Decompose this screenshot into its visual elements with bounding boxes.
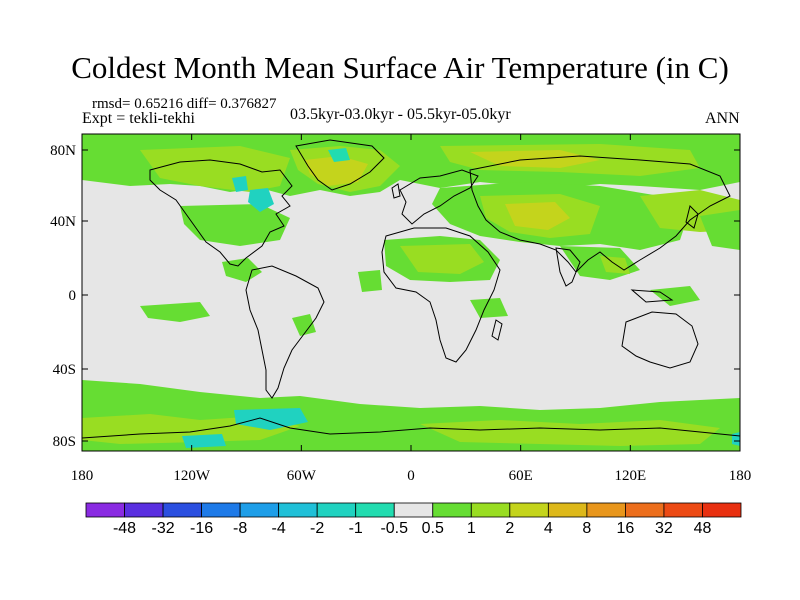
lat-tick-label: 40N (50, 214, 76, 230)
anomaly-region-antarctic-east (420, 420, 720, 446)
colorbar-swatch (85, 502, 125, 518)
colorbar-swatch (355, 502, 395, 518)
anomaly-region-east-edge (732, 432, 740, 446)
coastline-south-america (245, 265, 325, 399)
anomaly-region-greenland-coast (328, 148, 350, 162)
rmsd-diff-stats: rmsd= 0.65216 diff= 0.376827 (92, 96, 277, 112)
colorbar-label: -8 (233, 520, 247, 537)
lat-tick-label: 40S (53, 362, 76, 378)
coastline-madagascar (491, 319, 503, 341)
anomaly-region-baffin (232, 176, 248, 192)
colorbar-swatch (663, 502, 703, 518)
colorbar-label: 48 (694, 520, 712, 537)
colorbar-swatch (470, 502, 511, 518)
lon-tick-label: 60W (287, 468, 317, 484)
colorbar-swatch (547, 502, 588, 518)
anomaly-region-weddell (182, 434, 226, 448)
anomaly-region-greenland-core (305, 156, 368, 186)
latitude-axis: 80N 40N 0 40S 80S (50, 143, 740, 450)
anomaly-shading (82, 134, 740, 451)
coastline-indonesia (630, 289, 674, 303)
colorbar-swatch (201, 502, 241, 518)
lon-tick-label: 0 (407, 468, 415, 484)
coastline-antarctica (81, 417, 741, 439)
anomaly-region-indian-ocean (470, 298, 508, 318)
lon-tick-label: 180 (71, 468, 94, 484)
lat-tick-label: 80S (53, 434, 76, 450)
coastline-british-isles (391, 183, 401, 199)
colorbar-swatch (702, 502, 742, 518)
coastline-africa (381, 227, 501, 363)
coastline-europe (399, 169, 479, 225)
anomaly-region-canada (140, 146, 290, 192)
lat-tick-label: 0 (69, 288, 77, 304)
colorbar-swatch (124, 502, 164, 518)
longitude-axis: 180 120W 60W 0 60E 120E 180 (71, 134, 752, 484)
colorbar-label: 2 (505, 520, 514, 537)
colorbar-swatch (162, 502, 202, 518)
lon-tick-label: 180 (729, 468, 752, 484)
colorbar-label: -48 (113, 520, 136, 537)
colorbar-swatch (625, 502, 665, 518)
period-label: 03.5kyr-03.0kyr - 05.5kyr-05.0kyr (290, 106, 511, 123)
coastline-japan (685, 205, 699, 229)
map-plot (81, 133, 741, 452)
coastline-greenland (295, 139, 385, 191)
anomaly-region-maritime-continent (650, 286, 700, 306)
colorbar: -48 -32 -16 -8 -4 -2 -1 -0.5 0.5 1 2 4 8 16 32 48 (85, 502, 742, 537)
anomaly-region-sahara (400, 244, 484, 274)
anomaly-region-atlantic (358, 270, 382, 292)
anomaly-region-amazon (292, 314, 316, 336)
colorbar-label: -4 (272, 520, 286, 537)
experiment-label: Expt = tekli-tekhi (82, 110, 195, 127)
colorbar-swatch (432, 502, 472, 518)
lon-tick-label: 60E (509, 468, 533, 484)
colorbar-swatch (278, 502, 318, 518)
colorbar-swatch (393, 502, 434, 518)
colorbar-swatch (509, 502, 549, 518)
colorbar-swatch (586, 502, 626, 518)
colorbar-swatch (239, 502, 280, 518)
season-label: ANN (705, 110, 740, 127)
coastline-north-america (149, 159, 293, 267)
colorbar-label: -0.5 (380, 520, 408, 537)
colorbar-label: 32 (655, 520, 673, 537)
anomaly-region-ross-sea (234, 408, 308, 430)
colorbar-label: 0.5 (422, 520, 444, 537)
anomaly-region-pacific (700, 210, 740, 250)
colorbar-label: -16 (190, 520, 213, 537)
anomaly-region-east-pacific (140, 302, 210, 322)
coastline-asia (469, 155, 731, 273)
colorbar-label: -2 (310, 520, 324, 537)
colorbar-label: -1 (349, 520, 363, 537)
colorbar-label: 4 (544, 520, 553, 537)
lon-tick-label: 120E (614, 468, 646, 484)
colorbar-label: 8 (582, 520, 591, 537)
colorbar-label: 16 (617, 520, 635, 537)
colorbar-label: -32 (151, 520, 174, 537)
lon-tick-label: 120W (173, 468, 211, 484)
colorbar-label: 1 (467, 520, 476, 537)
lat-tick-label: 80N (50, 143, 76, 159)
anomaly-region-hudson-bay (248, 188, 274, 212)
map-title: Coldest Month Mean Surface Air Temperatu… (71, 50, 729, 85)
anomaly-region-central-asia-core (505, 202, 570, 230)
coastline-australia (621, 311, 699, 369)
coastline-india (555, 247, 581, 287)
coastlines (81, 139, 741, 439)
anomaly-region-north-america (180, 204, 290, 246)
colorbar-swatch (316, 502, 357, 518)
